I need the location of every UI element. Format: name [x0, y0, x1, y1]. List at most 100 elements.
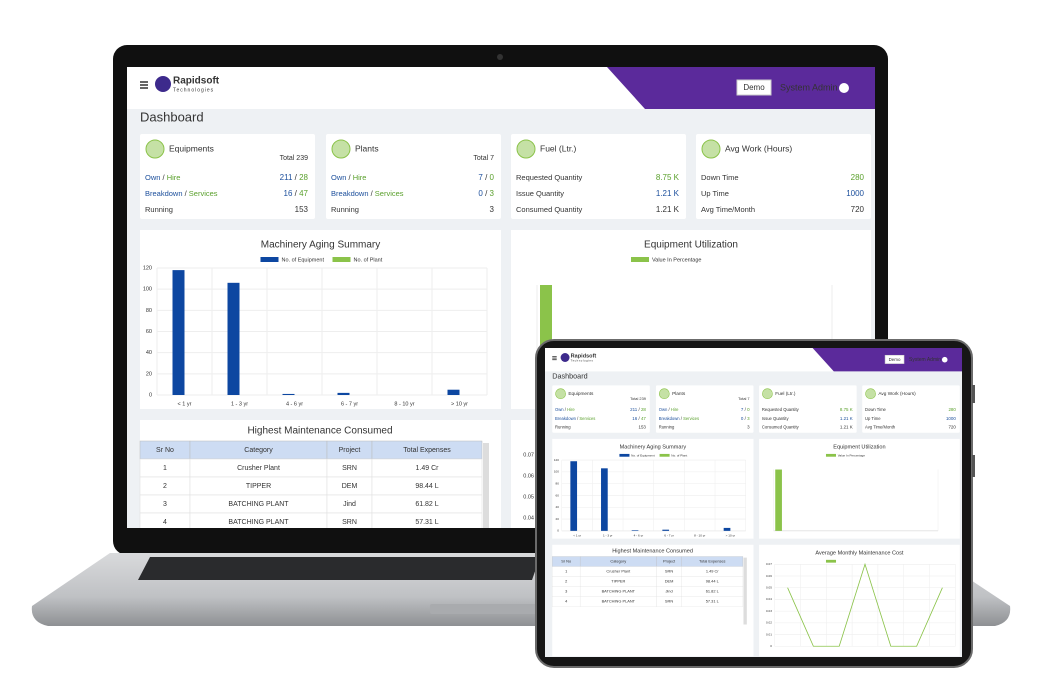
- value-part: 1000: [946, 416, 956, 421]
- value-part: 16: [632, 416, 637, 421]
- card: [759, 385, 857, 433]
- y-tick-label: 0.02: [766, 621, 772, 625]
- user-name: System Admin: [909, 357, 941, 363]
- table-title: Highest Maintenance Consumed: [612, 548, 693, 554]
- table-header: Total Expenses: [699, 559, 725, 564]
- table-cell-text: 61.82 L: [415, 501, 438, 508]
- card-row-value: 3: [490, 205, 495, 214]
- table-cell: [681, 596, 744, 607]
- table-header: Project: [663, 559, 676, 564]
- bar: [337, 392, 350, 395]
- card-row-label: Down Time: [701, 173, 739, 182]
- table-cell-text: 57.31 L: [415, 519, 438, 526]
- table-header: Category: [610, 559, 626, 564]
- table-cell-text: 1.49 Cr: [706, 569, 719, 574]
- legend-swatch: [260, 257, 279, 262]
- label-part: Down Time: [865, 407, 887, 412]
- logo: [560, 353, 570, 362]
- card-row-label: Breakdown / Services: [331, 189, 404, 198]
- legend-swatch: [619, 453, 630, 457]
- table-cell-text: 1.49 Cr: [416, 465, 440, 472]
- card-row-value: 16 / 47: [284, 189, 309, 198]
- value-part: 28: [641, 407, 646, 412]
- value-part: 7: [741, 407, 744, 412]
- table-cell-text: 1: [565, 569, 567, 574]
- label-part: Own: [145, 173, 160, 182]
- card-icon: [865, 388, 876, 400]
- value-part: /: [743, 416, 747, 421]
- scrollbar: [483, 443, 489, 528]
- value-part: 0: [747, 407, 750, 412]
- table-cell-text: BATCHING PLANT: [228, 519, 289, 526]
- bar: [227, 282, 240, 395]
- y-tick-label: 0: [770, 644, 772, 648]
- card-row-label: Up Time: [865, 416, 881, 421]
- y-tick-label: 60: [146, 329, 152, 335]
- y-tick-label: 20: [146, 371, 152, 377]
- label-part: /: [369, 189, 375, 198]
- user-icon: [941, 356, 948, 363]
- card-row-value: 0 / 3: [741, 416, 750, 421]
- bar: [601, 468, 608, 531]
- value-part: /: [483, 189, 490, 198]
- legend-swatch: [825, 559, 837, 563]
- card-title: Avg Work (Hours): [878, 391, 916, 397]
- table-cell-text: 4: [565, 599, 568, 604]
- label-part: /: [576, 416, 579, 421]
- value-part: /: [483, 173, 490, 182]
- card-row-value: 280: [948, 407, 956, 412]
- value-part: 1.21 K: [840, 416, 853, 421]
- table-cell-text: BATCHING PLANT: [602, 599, 636, 604]
- label-part: /: [667, 407, 670, 412]
- card-row-label: Running: [659, 425, 675, 430]
- card-row-value: 0 / 3: [478, 189, 494, 198]
- value-part: /: [637, 407, 641, 412]
- y-tick-label: 40: [556, 505, 560, 509]
- chart-title: Equipment Utilization: [833, 445, 885, 451]
- value-part: 0: [490, 173, 495, 182]
- card-row-label: Running: [145, 205, 173, 214]
- table-cell-text: TIPPER: [611, 579, 625, 584]
- legend-label: No. of Plant: [671, 453, 687, 457]
- card-row-label: Running: [331, 205, 359, 214]
- card-row-value: 8.75 K: [656, 173, 680, 182]
- demo-button[interactable]: [736, 79, 772, 96]
- value-part: 153: [638, 425, 646, 430]
- value-part: 1.21 K: [656, 189, 680, 198]
- chart-panel: [140, 230, 501, 409]
- value-part: 16: [284, 189, 293, 198]
- label-part: Breakdown: [331, 189, 369, 198]
- y-tick-label: 0.07: [766, 562, 772, 566]
- bar: [775, 469, 782, 531]
- table-cell-text: 2: [163, 483, 167, 490]
- tablet-button: [972, 385, 975, 403]
- y-tick-label: 0.03: [766, 609, 772, 613]
- card-row-label: Running: [555, 425, 571, 430]
- card: [655, 385, 754, 433]
- card: [696, 134, 871, 219]
- user-name: System Admin: [780, 82, 838, 92]
- bar: [662, 529, 670, 531]
- card-title: Avg Work (Hours): [725, 143, 792, 153]
- legend-swatch: [825, 453, 837, 457]
- demo-button[interactable]: [884, 354, 905, 364]
- table-cell-text: 57.31 L: [706, 599, 720, 604]
- label-part: Breakdown: [145, 189, 183, 198]
- value-part: 8.75 K: [840, 407, 853, 412]
- card-icon: [762, 388, 773, 400]
- card-row-value: 211 / 28: [280, 173, 309, 182]
- value-part: 3: [490, 205, 495, 214]
- y-tick-label: 0.07: [523, 452, 534, 458]
- table-header: Total Expenses: [403, 447, 451, 454]
- brand: Rapidsoft: [571, 353, 597, 359]
- table-cell-text: Crusher Plant: [606, 569, 631, 574]
- legend-label: No. of Equipment: [282, 257, 325, 263]
- y-tick-label: 120: [143, 265, 152, 271]
- table-cell-text: 61.82 L: [706, 589, 720, 594]
- card-row-label: Own / Hire: [555, 407, 575, 412]
- table-cell-text: 4: [163, 519, 167, 526]
- bar: [447, 389, 460, 395]
- card-row-label: Requested Quantity: [762, 407, 800, 412]
- card-row-label: Down Time: [865, 407, 887, 412]
- card-row-value: 1000: [846, 189, 864, 198]
